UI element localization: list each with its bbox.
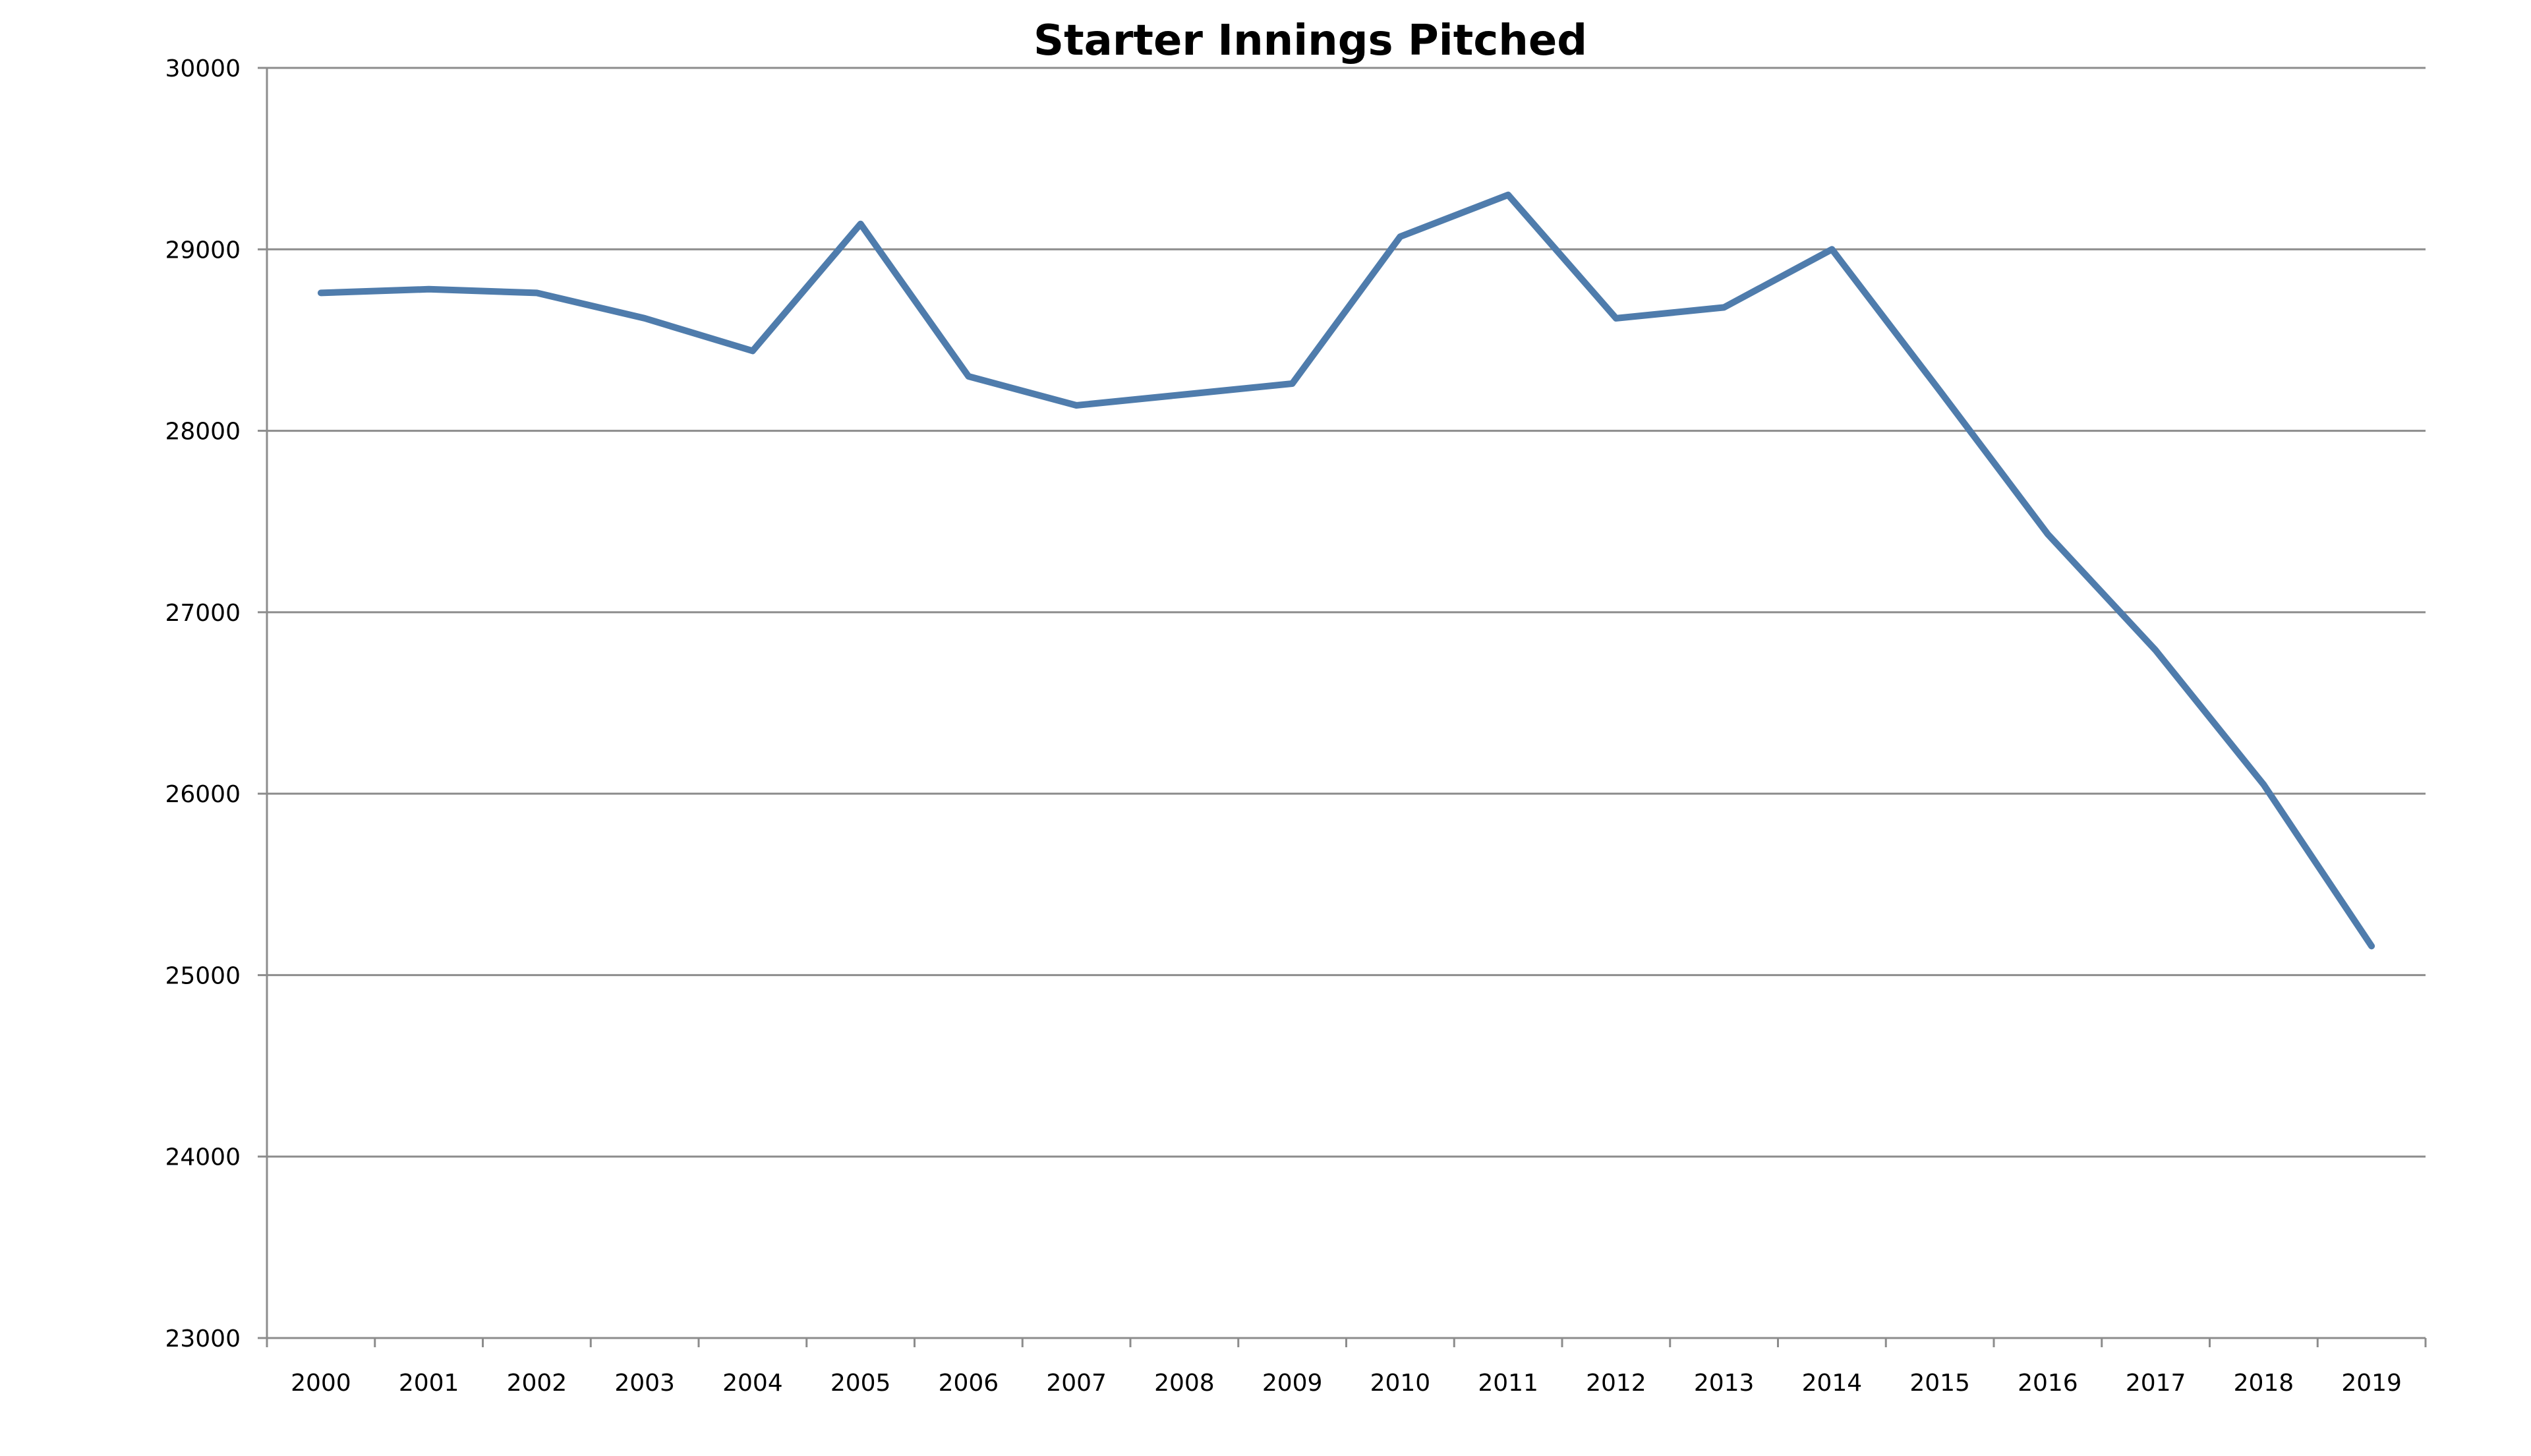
y-tick-label: 29000 [165, 237, 241, 264]
x-tick-label: 2003 [614, 1370, 675, 1397]
x-tick-label: 2002 [507, 1370, 567, 1397]
series-line [317, 191, 2375, 950]
x-tick-label: 2014 [1802, 1370, 1863, 1397]
series [317, 191, 2375, 950]
x-tick-label: 2005 [830, 1370, 891, 1397]
x-tick-label: 2011 [1478, 1370, 1538, 1397]
y-tick-label: 27000 [165, 600, 241, 627]
x-tick-label: 2012 [1586, 1370, 1646, 1397]
x-tick-label: 2001 [399, 1370, 459, 1397]
x-tick-label: 2013 [1694, 1370, 1755, 1397]
x-tick-label: 2009 [1262, 1370, 1323, 1397]
chart-title: Starter Innings Pitched [1033, 16, 1587, 65]
x-axis-tick-labels: 2000 2001 2002 2003 2004 2005 2006 2007 2008 2009… [291, 1370, 2402, 1397]
x-tick-label: 2015 [1909, 1370, 1970, 1397]
y-tick-label: 25000 [165, 962, 241, 989]
x-tick-label: 2019 [2341, 1370, 2402, 1397]
x-tick-label: 2000 [291, 1370, 351, 1397]
x-tick-label: 2010 [1370, 1370, 1431, 1397]
y-tick-label: 30000 [165, 55, 241, 82]
y-tick-label: 24000 [165, 1144, 241, 1171]
x-tick-label: 2007 [1046, 1370, 1107, 1397]
x-tick-label: 2006 [939, 1370, 999, 1397]
x-tick-label: 2004 [722, 1370, 783, 1397]
y-axis-tick-labels: 23000 24000 25000 26000 27000 28000 29000 30000 [165, 55, 241, 1353]
y-tick-label: 28000 [165, 419, 241, 446]
gridlines [267, 67, 2426, 1158]
x-tick-label: 2018 [2234, 1370, 2294, 1397]
axes [258, 67, 2427, 1347]
x-tick-label: 2016 [2018, 1370, 2078, 1397]
y-tick-label: 23000 [165, 1325, 241, 1353]
y-tick-label: 26000 [165, 781, 241, 808]
x-tick-label: 2017 [2126, 1370, 2186, 1397]
x-tick-label: 2008 [1154, 1370, 1215, 1397]
